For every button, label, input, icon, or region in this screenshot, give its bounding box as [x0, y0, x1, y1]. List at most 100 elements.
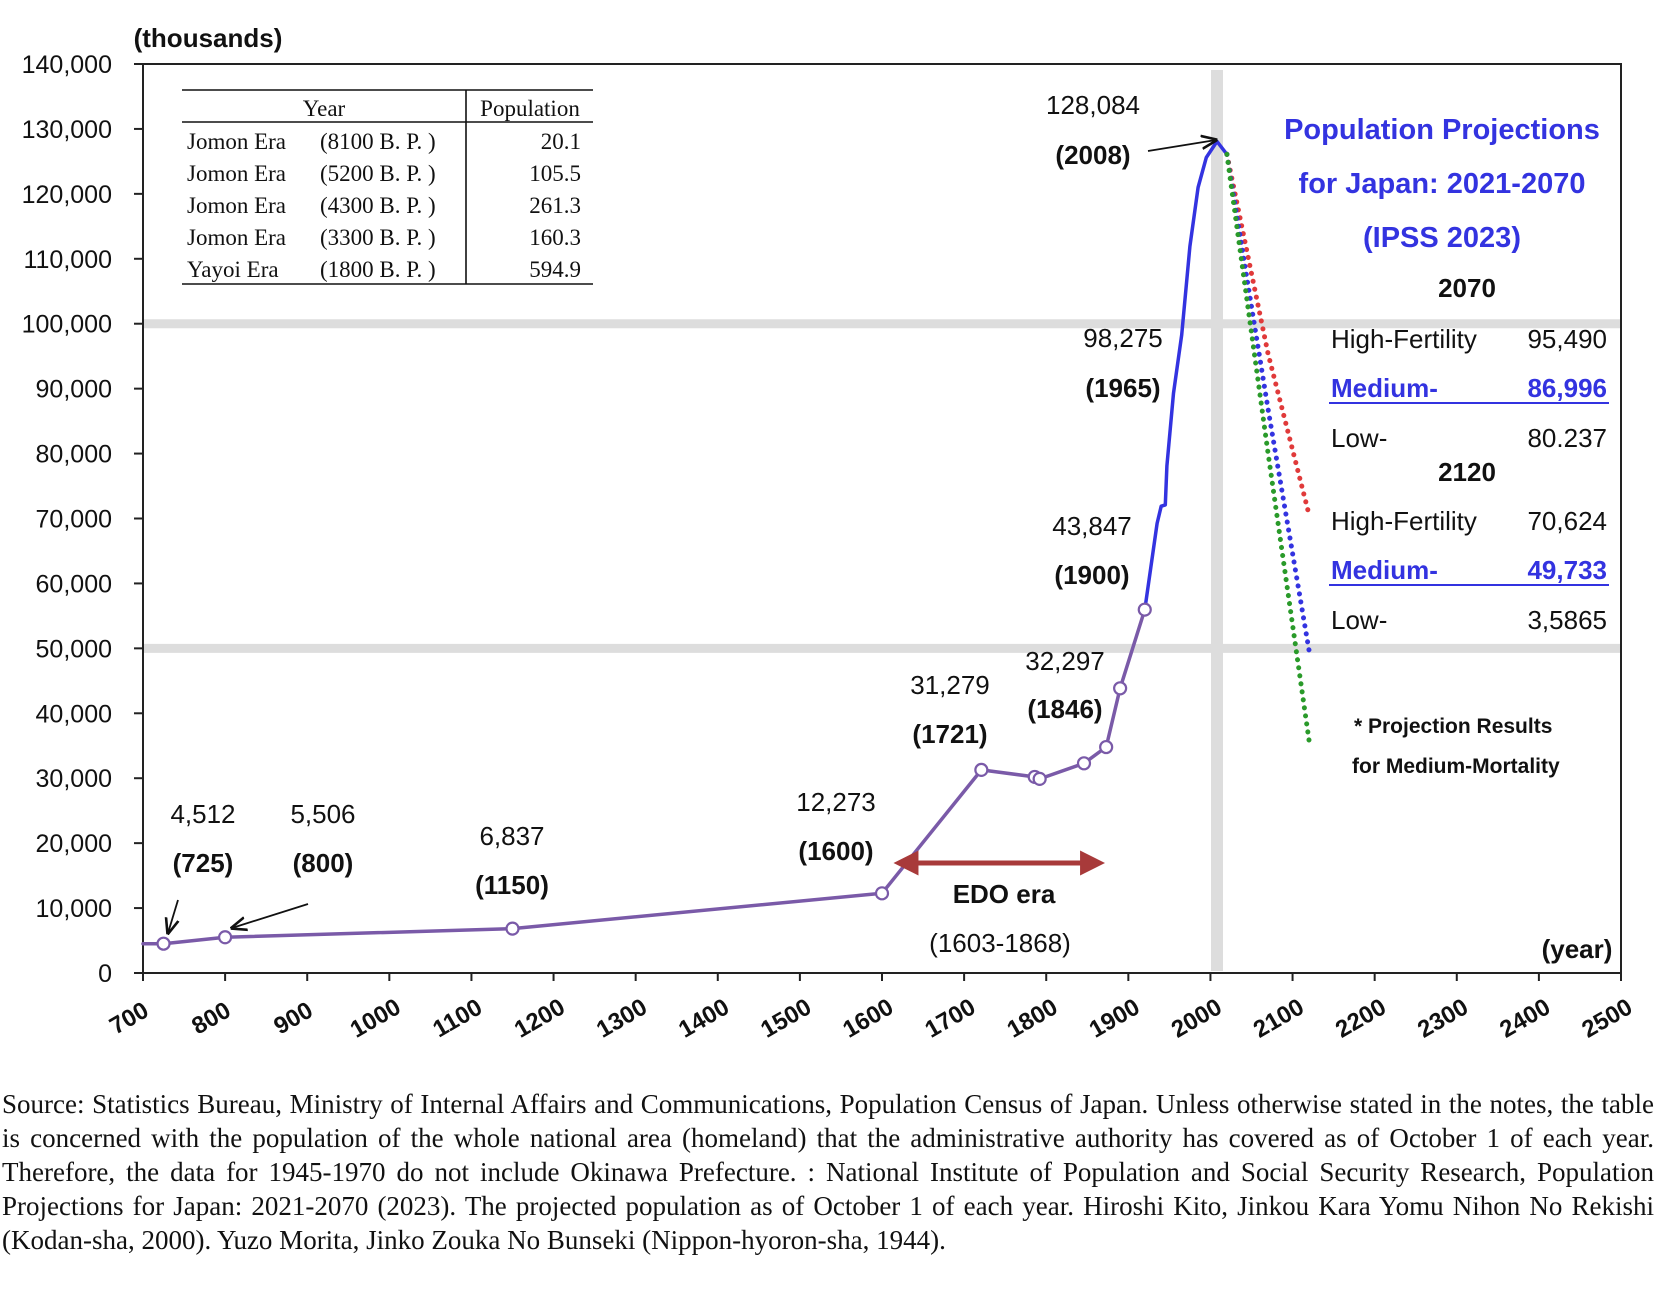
x-axis-label: (year) — [1542, 934, 1613, 964]
x-tick-label: 1100 — [428, 994, 487, 1043]
data-point-marker — [218, 930, 233, 945]
y-tick-label: 100,000 — [22, 311, 112, 339]
pointer-arrow-725 — [168, 899, 178, 933]
series-line-medium — [1224, 151, 1312, 653]
x-tick-label: 1900 — [1085, 993, 1145, 1043]
y-tick-label: 20,000 — [36, 830, 112, 858]
x-tick-label: 700 — [105, 997, 153, 1040]
projection-scenario-value: 49,733 — [1527, 555, 1607, 585]
table-period: (8100 B. P. ) — [320, 129, 436, 154]
point-value-label: 5,506 — [290, 799, 355, 829]
y-axis-label: (thousands) — [134, 23, 283, 53]
x-tick-label: 2400 — [1495, 993, 1555, 1043]
projection-title: for Japan: 2021-2070 — [1299, 168, 1586, 200]
projection-note: * Projection Results — [1354, 715, 1552, 738]
series-line-historical — [141, 607, 1147, 946]
x-tick-label: 2000 — [1167, 993, 1227, 1043]
series-line-high-fertility — [1224, 151, 1312, 517]
data-point-marker — [974, 762, 989, 778]
table-era: Jomon Era — [187, 161, 286, 186]
series-line-census — [1143, 139, 1229, 612]
data-point-marker — [1099, 739, 1114, 755]
point-year-label: (1965) — [1085, 373, 1160, 403]
series-line-low — [1224, 151, 1312, 743]
x-tick-label: 800 — [187, 997, 235, 1040]
point-value-label: 43,847 — [1052, 511, 1132, 541]
point-year-label: (1721) — [912, 719, 987, 749]
y-tick-label: 80,000 — [36, 441, 112, 469]
point-value-label: 12,273 — [796, 787, 876, 817]
point-value-label: 4,512 — [170, 799, 235, 829]
y-tick-label: 120,000 — [22, 181, 112, 209]
projection-title: (IPSS 2023) — [1363, 222, 1521, 254]
pointer-arrow-2008 — [1147, 140, 1216, 152]
table-era: Jomon Era — [187, 225, 286, 250]
point-year-label: (1846) — [1027, 694, 1102, 724]
projection-scenario-name: Medium- — [1331, 555, 1438, 585]
table-era: Jomon Era — [187, 193, 286, 218]
y-tick-label: 140,000 — [22, 51, 112, 79]
point-year-label: (1150) — [475, 870, 549, 900]
projection-scenario-value: 95,490 — [1527, 324, 1607, 354]
projection-scenario-name: High-Fertility — [1331, 324, 1477, 354]
x-tick-label: 1600 — [838, 993, 898, 1043]
x-tick-label: 1200 — [510, 993, 570, 1043]
point-year-label: (1900) — [1054, 560, 1129, 590]
x-tick-label: 1700 — [920, 993, 980, 1043]
table-population: 594.9 — [529, 257, 581, 282]
table-era: Jomon Era — [187, 129, 286, 154]
y-tick-label: 50,000 — [36, 635, 112, 663]
y-tick-label: 110,000 — [23, 246, 112, 274]
projection-scenario-name: Low- — [1331, 423, 1387, 453]
population-chart: 0 10,000 20,000 30,000 40,000 50,000 60,000 70,… — [22, 23, 1637, 1044]
table-population: 160.3 — [529, 225, 581, 250]
x-tick-label: 2100 — [1249, 993, 1309, 1043]
point-value-label: 31,279 — [910, 670, 990, 700]
projection-scenario-value: 3,5865 — [1527, 605, 1607, 635]
data-point-marker — [505, 921, 520, 936]
x-tick-label: 2500 — [1577, 993, 1637, 1043]
y-tick-label: 40,000 — [36, 700, 112, 728]
y-tick-label: 10,000 — [36, 895, 112, 923]
point-value-label: 32,297 — [1025, 646, 1105, 676]
projection-year-heading: 2120 — [1438, 457, 1496, 487]
table-population: 261.3 — [529, 193, 581, 218]
point-value-label: 98,275 — [1083, 323, 1163, 353]
x-tick-label: 1800 — [1003, 993, 1063, 1043]
projection-note: for Medium-Mortality — [1352, 755, 1560, 778]
x-tick-label: 2300 — [1413, 993, 1473, 1043]
projection-scenario-value: 80.237 — [1527, 423, 1607, 453]
projection-year-heading: 2070 — [1438, 273, 1496, 303]
pointer-arrow-800 — [232, 903, 309, 928]
table-population: 105.5 — [529, 161, 581, 186]
table-header-year: Year — [303, 96, 346, 121]
x-tick-label: 1400 — [674, 993, 734, 1043]
x-tick-label: 1000 — [346, 993, 406, 1043]
projection-title: Population Projections — [1284, 114, 1600, 146]
table-population: 20.1 — [541, 129, 581, 154]
table-period: (3300 B. P. ) — [320, 225, 436, 250]
data-point-marker — [1032, 771, 1047, 786]
projection-scenario-name: Medium- — [1331, 373, 1438, 403]
y-tick-label: 130,000 — [22, 116, 112, 144]
y-tick-label: 30,000 — [36, 765, 112, 793]
point-value-label: 6,837 — [479, 821, 544, 851]
point-year-label: (725) — [173, 848, 234, 878]
x-tick-label: 1300 — [592, 993, 652, 1043]
x-tick-label: 900 — [269, 997, 317, 1040]
table-period: (5200 B. P. ) — [320, 161, 436, 186]
table-era: Yayoi Era — [187, 257, 279, 282]
y-tick-label: 0 — [98, 960, 112, 988]
projection-scenario-value: 86,996 — [1527, 373, 1607, 403]
projection-scenario-name: Low- — [1331, 605, 1387, 635]
point-year-label: (1600) — [798, 836, 873, 866]
point-value-label: 128,084 — [1046, 90, 1140, 120]
x-tick-label: 2200 — [1331, 993, 1391, 1043]
y-tick-label: 70,000 — [36, 506, 112, 534]
point-year-label: (800) — [293, 848, 354, 878]
projection-scenario-name: High-Fertility — [1331, 506, 1477, 536]
table-period: (1800 B. P. ) — [320, 257, 436, 282]
data-point-marker — [874, 886, 890, 901]
table-header-population: Population — [480, 96, 580, 121]
y-tick-label: 60,000 — [36, 570, 112, 598]
